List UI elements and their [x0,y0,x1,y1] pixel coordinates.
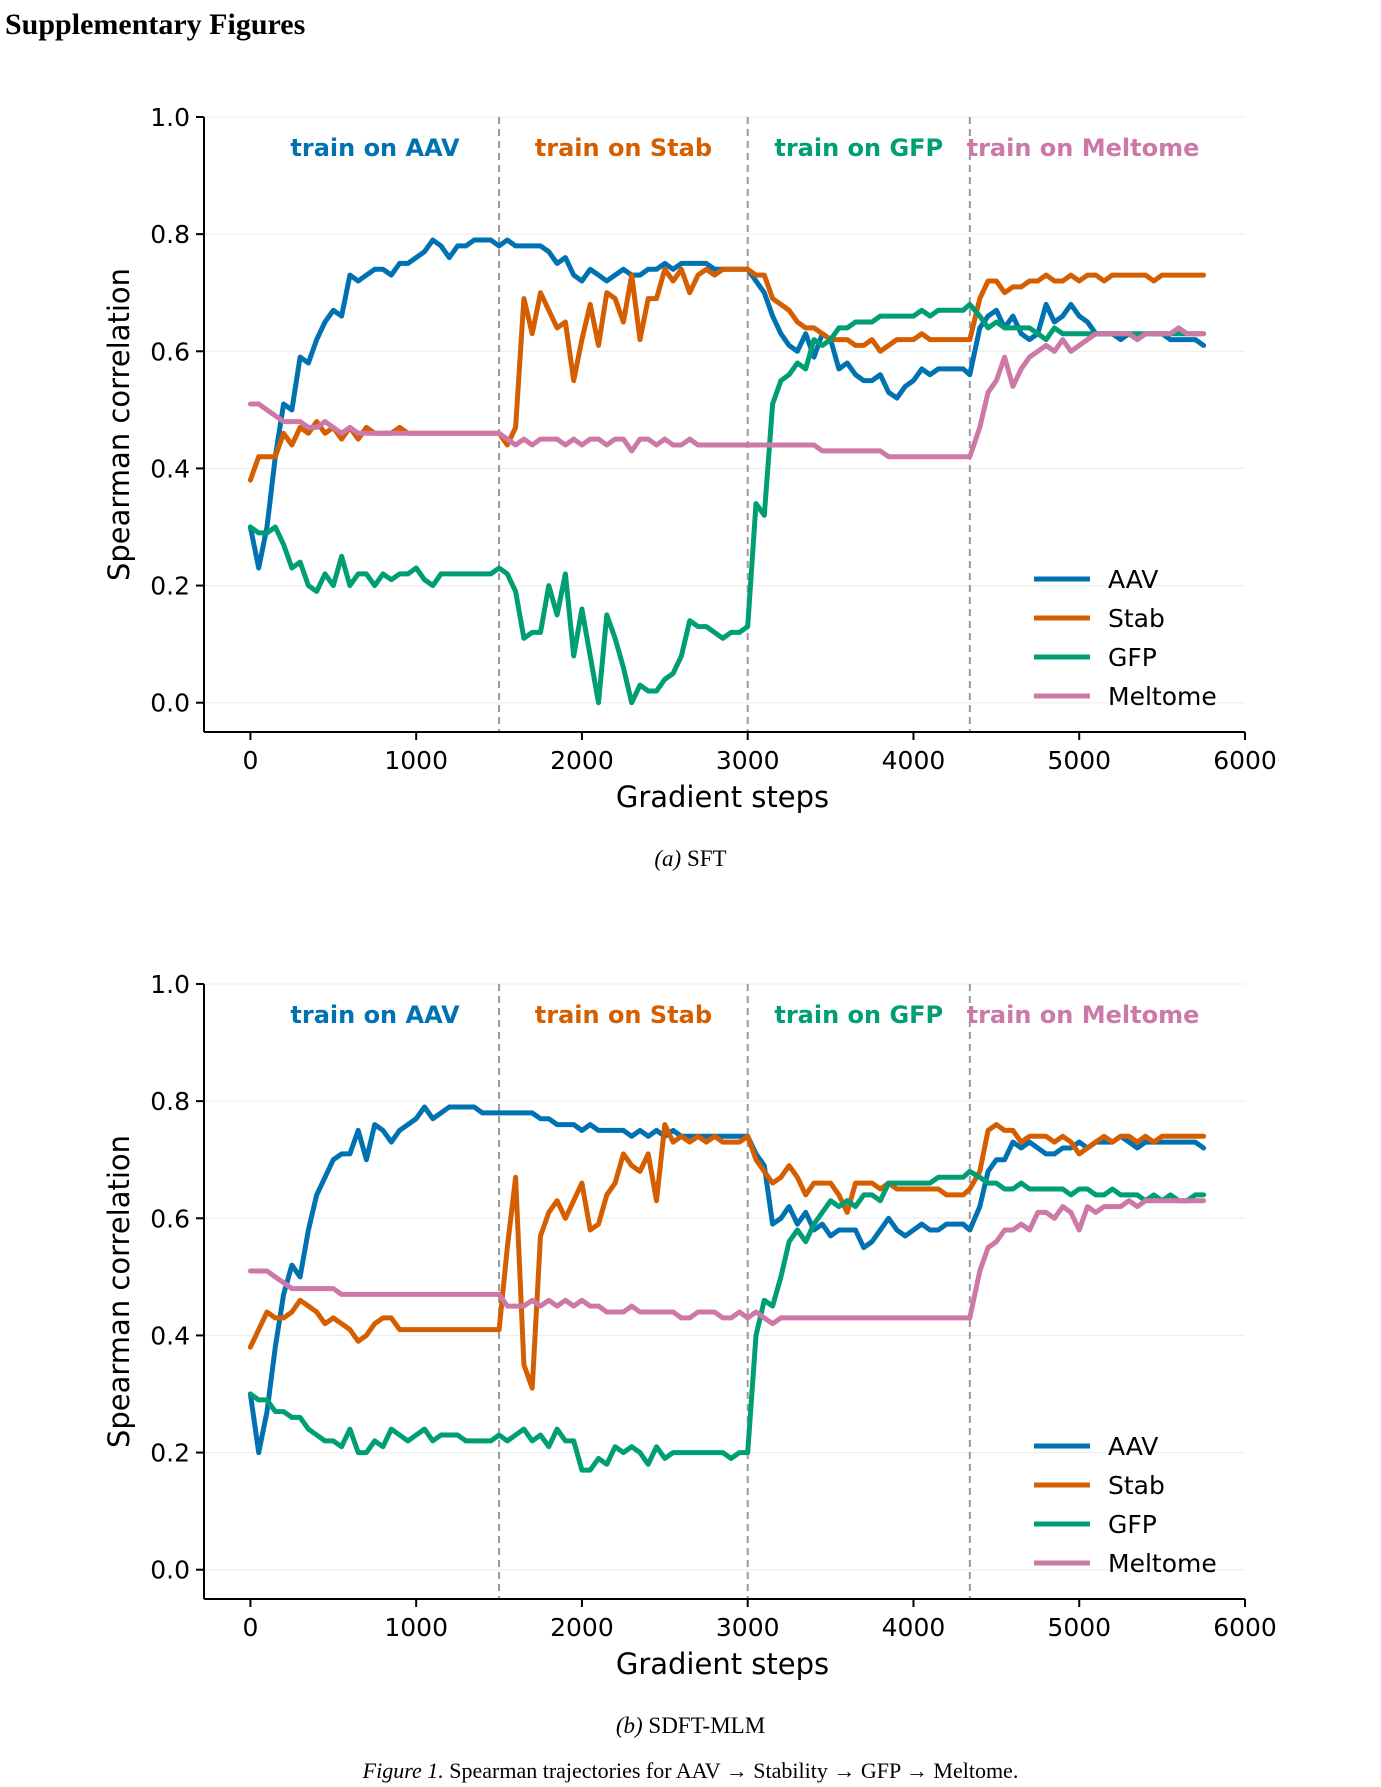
chart-1-x-axis-label: Gradient steps [616,1647,829,1681]
chart-1-y-tick-label: 1.0 [150,970,190,999]
chart-1-series-gfp [247,1168,1207,1473]
chart-1-legend-label-meltome: Meltome [1108,1549,1217,1578]
chart-0-x-tick-label: 2000 [550,746,614,775]
figure-caption-label: Figure 1. [362,1758,444,1783]
subcaption-sft: (a) SFT [0,846,1381,872]
chart-1-x-tick-label: 5000 [1047,1613,1111,1642]
chart-1-y-tick-label: 0.0 [150,1556,190,1585]
chart-sft: train on AAV train on Stab train on GFP tra… [0,95,1381,855]
section-title: Supplementary Figures [5,8,306,41]
chart-0-legend-label-meltome: Meltome [1108,682,1217,711]
chart-1-y-tick-label: 0.4 [150,1321,190,1350]
chart-1-x-tick-label: 3000 [716,1613,780,1642]
chart-1-y-tick-label: 0.8 [150,1087,190,1116]
figure-caption-text: Spearman trajectories for AAV → Stabilit… [449,1758,1019,1783]
subcaption-sdft-mlm: (b) SDFT-MLM [0,1713,1381,1739]
chart-1-legend-label-aav: AAV [1108,1432,1158,1461]
chart-0-y-tick-label: 0.0 [150,689,190,718]
chart-0-legend-label-aav: AAV [1108,565,1158,594]
chart-1-y-tick-label: 0.2 [150,1439,190,1468]
chart-0-phase-label: train on AAV [290,134,460,162]
chart-0-x-tick-label: 0 [242,746,258,775]
chart-0-phase-label: train on Stab [535,134,712,162]
chart-1-x-tick-label: 2000 [550,1613,614,1642]
subcaption-sdft-mlm-text: SDFT-MLM [648,1713,766,1738]
subcaption-sft-text: SFT [686,846,727,871]
chart-1-x-tick-label: 4000 [882,1613,946,1642]
chart-0-y-tick-label: 0.4 [150,454,190,483]
chart-1-y-axis-label: Spearman correlation [102,1135,136,1448]
chart-1-x-tick-label: 0 [242,1613,258,1642]
chart-1-phase-label: train on Meltome [967,1001,1200,1029]
subcaption-sdft-mlm-label: (b) [615,1713,643,1738]
chart-1-phase-label: train on GFP [774,1001,943,1029]
chart-1-series-stab [247,1122,1207,1391]
chart-1-phase-label: train on Stab [535,1001,712,1029]
chart-0-x-tick-label: 6000 [1213,746,1277,775]
chart-1-y-tick-label: 0.6 [150,1204,190,1233]
chart-0-series-aav [247,237,1207,571]
chart-0-y-tick-label: 0.2 [150,572,190,601]
subcaption-sft-label: (a) [654,846,682,871]
chart-0-x-tick-label: 5000 [1047,746,1111,775]
chart-0-legend-label-gfp: GFP [1108,643,1157,672]
chart-1-series-meltome [247,1198,1207,1327]
chart-0-x-tick-label: 3000 [716,746,780,775]
chart-sdft-mlm: train on AAV train on Stab train on GFP tra… [0,962,1381,1722]
chart-0-y-tick-label: 0.8 [150,220,190,249]
chart-1-legend-label-gfp: GFP [1108,1510,1157,1539]
chart-1-x-tick-label: 1000 [384,1613,448,1642]
chart-0-series-gfp [247,301,1207,706]
chart-0-y-tick-label: 1.0 [150,103,190,132]
chart-0-x-tick-label: 1000 [384,746,448,775]
chart-0-series-meltome [247,325,1207,460]
chart-0-y-tick-label: 0.6 [150,337,190,366]
chart-1-phase-label: train on AAV [290,1001,460,1029]
chart-0-phase-label: train on Meltome [967,134,1200,162]
chart-0-legend-label-stab: Stab [1108,604,1165,633]
chart-0-x-tick-label: 4000 [882,746,946,775]
chart-1-x-tick-label: 6000 [1213,1613,1277,1642]
chart-0-y-axis-label: Spearman correlation [102,268,136,581]
chart-1-legend-label-stab: Stab [1108,1471,1165,1500]
chart-sft-svg: train on AAV train on Stab train on GFP tra… [102,103,1277,814]
figure-caption: Figure 1. Spearman trajectories for AAV … [0,1758,1381,1784]
chart-sdft-mlm-svg: train on AAV train on Stab train on GFP tra… [102,970,1277,1681]
chart-0-series-stab [247,266,1207,483]
chart-0-x-axis-label: Gradient steps [616,780,829,814]
chart-0-phase-label: train on GFP [774,134,943,162]
chart-1-series-aav [247,1104,1207,1456]
